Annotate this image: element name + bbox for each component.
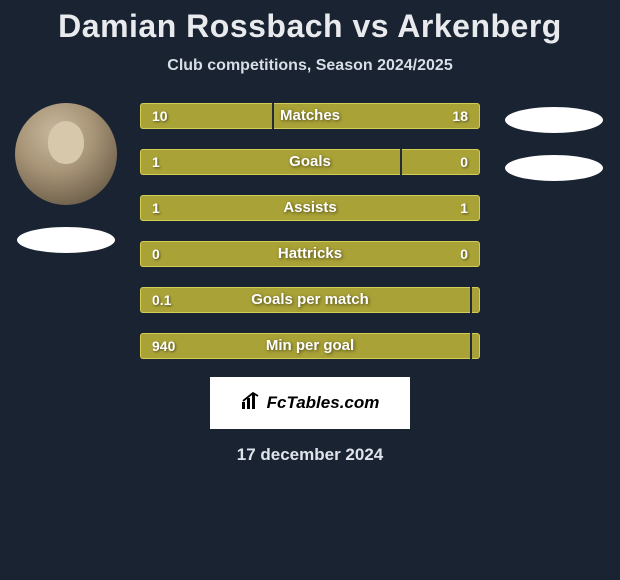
stats-column: 1018Matches10Goals11Assists00Hattricks0.… [140,103,480,359]
branding-badge: FcTables.com [210,377,410,429]
stat-row: 11Assists [140,195,480,221]
avatar-left [15,103,117,205]
stat-value-right: 18 [452,103,468,129]
stat-value-left: 1 [152,149,160,175]
stat-value-right: 0 [460,149,468,175]
bar-left [140,287,470,313]
branding-text: FcTables.com [267,393,380,413]
bar-right [310,195,480,221]
bar-left [140,195,310,221]
page-title: Damian Rossbach vs Arkenberg [0,8,620,45]
stat-value-right: 1 [460,195,468,221]
bar-left [140,149,400,175]
stat-value-left: 1 [152,195,160,221]
bar-right [310,241,480,267]
chart-icon [241,392,261,415]
stat-row: 940Min per goal [140,333,480,359]
stat-value-left: 0.1 [152,287,171,313]
stat-value-left: 10 [152,103,168,129]
subtitle: Club competitions, Season 2024/2025 [0,57,620,75]
bar-right [472,287,480,313]
stat-row: 00Hattricks [140,241,480,267]
bar-right [274,103,480,129]
infographic-root: Damian Rossbach vs Arkenberg Club compet… [0,0,620,580]
bar-left [140,333,470,359]
right-player-col [498,103,610,181]
name-pill-right-1 [505,107,603,133]
comparison-main: 1018Matches10Goals11Assists00Hattricks0.… [0,103,620,359]
bar-right [402,149,480,175]
date-label: 17 december 2024 [0,445,620,465]
bar-left [140,241,310,267]
stat-row: 1018Matches [140,103,480,129]
name-pill-right-2 [505,155,603,181]
left-player-col [10,103,122,253]
bar-right [472,333,480,359]
stat-row: 0.1Goals per match [140,287,480,313]
name-pill-left [17,227,115,253]
stat-value-right: 0 [460,241,468,267]
stat-row: 10Goals [140,149,480,175]
stat-value-left: 0 [152,241,160,267]
stat-value-left: 940 [152,333,175,359]
